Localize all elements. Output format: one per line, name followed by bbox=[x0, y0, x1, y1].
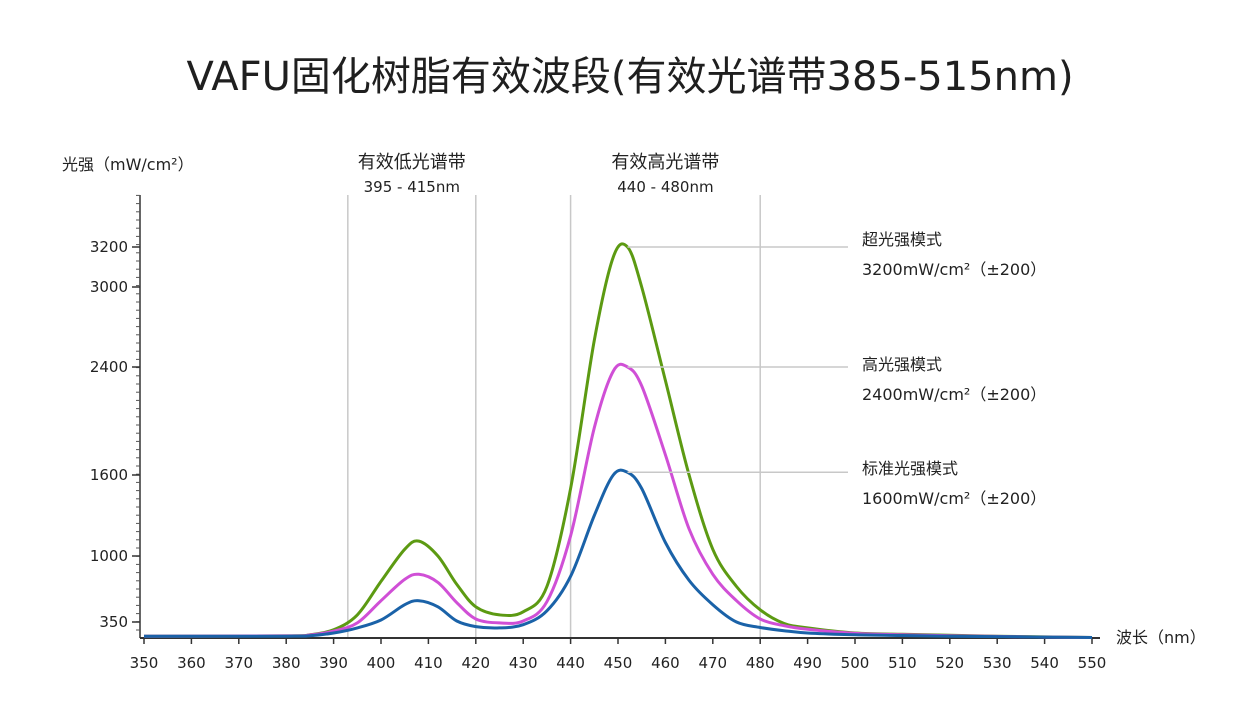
y-tick-label: 1000 bbox=[90, 547, 128, 565]
series-name-label: 标准光强模式 bbox=[862, 459, 958, 478]
series-line-2 bbox=[143, 362, 1093, 639]
series-line-3 bbox=[144, 468, 1093, 639]
y-tick-label: 350 bbox=[99, 613, 128, 631]
x-tick-label: 450 bbox=[604, 654, 633, 672]
x-tick-label: 440 bbox=[556, 654, 585, 672]
series-name-label: 高光强模式 bbox=[862, 355, 942, 374]
x-tick-label: 460 bbox=[651, 654, 680, 672]
band-2-range: 440 - 480nm bbox=[617, 178, 713, 196]
series-intensity-label: 3200mW/cm²（±200） bbox=[862, 260, 1046, 279]
band-lines: 有效低光谱带 395 - 415nm 有效高光谱带 440 - 480nm bbox=[347, 152, 761, 638]
x-tick-label: 550 bbox=[1078, 654, 1107, 672]
x-tick-label: 530 bbox=[983, 654, 1012, 672]
x-tick-label: 540 bbox=[1030, 654, 1059, 672]
series-intensity-label: 1600mW/cm²（±200） bbox=[862, 489, 1046, 508]
band-1-title: 有效低光谱带 bbox=[358, 152, 466, 173]
x-tick-label: 410 bbox=[414, 654, 443, 672]
x-tick-label: 480 bbox=[746, 654, 775, 672]
x-tick-label: 500 bbox=[841, 654, 870, 672]
chart-title: VAFU固化树脂有效波段(有效光谱带385-515nm) bbox=[186, 54, 1074, 100]
x-tick-label: 400 bbox=[367, 654, 396, 672]
x-tick-label: 520 bbox=[935, 654, 964, 672]
y-tick-label: 1600 bbox=[90, 466, 128, 484]
x-tick-label: 510 bbox=[888, 654, 917, 672]
band-1-range: 395 - 415nm bbox=[364, 178, 460, 196]
series-line-1 bbox=[143, 242, 1093, 639]
y-axis-label: 光强（mW/cm²） bbox=[62, 155, 194, 174]
x-axis-label: 波长（nm） bbox=[1116, 628, 1206, 647]
x-tick-label: 420 bbox=[461, 654, 490, 672]
x-tick-label: 430 bbox=[509, 654, 538, 672]
x-tick-label: 470 bbox=[698, 654, 727, 672]
axes: 350 1000 1600 2400 3000 3200 350 360 370 380 390 40… bbox=[90, 194, 1107, 672]
x-tick-label: 370 bbox=[224, 654, 253, 672]
y-tick-label: 3200 bbox=[90, 238, 128, 256]
x-tick-label: 350 bbox=[130, 654, 159, 672]
annotations: 超光强模式 3200mW/cm²（±200） 高光强模式 2400mW/cm²（±20… bbox=[627, 230, 1046, 508]
series-lines bbox=[143, 242, 1093, 639]
x-tick-label: 490 bbox=[793, 654, 822, 672]
band-2-title: 有效高光谱带 bbox=[611, 152, 719, 173]
series-intensity-label: 2400mW/cm²（±200） bbox=[862, 385, 1046, 404]
series-name-label: 超光强模式 bbox=[862, 230, 942, 249]
x-tick-label: 390 bbox=[319, 654, 348, 672]
x-tick-label: 380 bbox=[272, 654, 301, 672]
y-tick-label: 2400 bbox=[90, 358, 128, 376]
y-tick-label: 3000 bbox=[90, 278, 128, 296]
x-tick-label: 360 bbox=[177, 654, 206, 672]
